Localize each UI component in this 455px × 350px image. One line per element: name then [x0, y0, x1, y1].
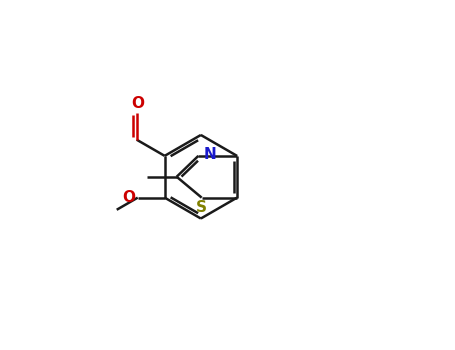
Text: O: O	[122, 190, 136, 205]
Text: S: S	[196, 200, 207, 215]
Text: N: N	[203, 147, 216, 162]
Text: O: O	[131, 96, 145, 111]
